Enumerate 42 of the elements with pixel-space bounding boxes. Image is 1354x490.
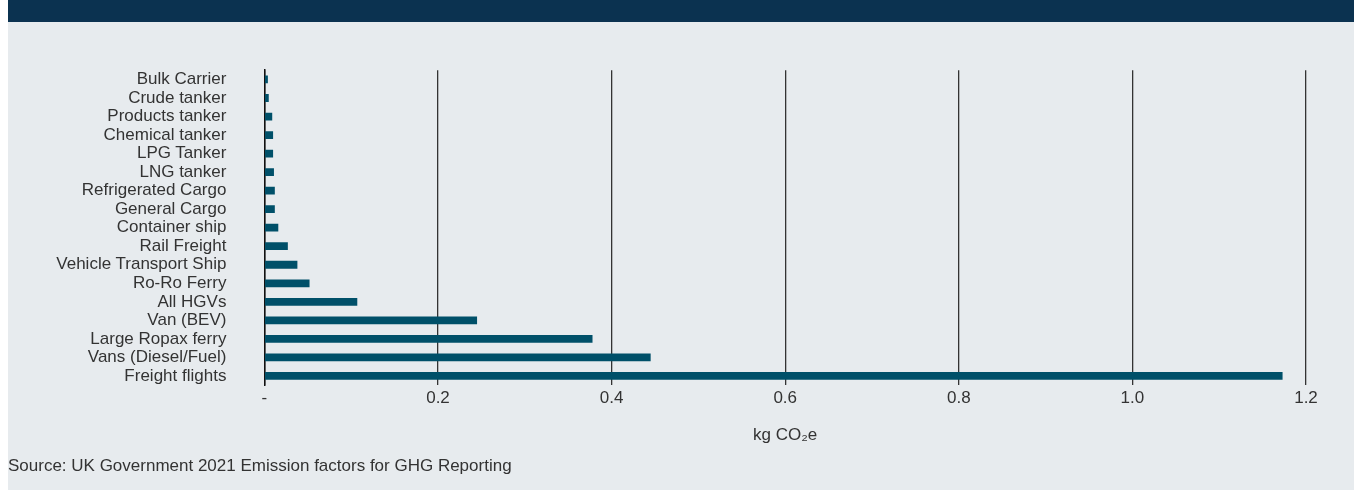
x-tick-label: 0.4 — [599, 388, 624, 408]
y-tick-label: Van (BEV) — [147, 310, 227, 330]
y-tick-label: Refrigerated Cargo — [81, 180, 227, 200]
bar — [265, 279, 310, 288]
bar — [265, 353, 651, 362]
y-tick-label: Large Ropax ferry — [90, 328, 227, 348]
y-tick-label: LPG Tanker — [136, 143, 227, 163]
bar — [265, 94, 269, 102]
bar — [265, 168, 274, 176]
y-tick-label: Freight flights — [124, 365, 227, 385]
bar — [265, 131, 274, 139]
x-axis-title: kg CO₂e — [753, 425, 818, 445]
x-tick-label: 1.0 — [1120, 388, 1145, 408]
bar — [265, 75, 268, 84]
x-tick-label: 1.2 — [1294, 388, 1318, 408]
x-tick-label: - — [261, 388, 268, 408]
bar — [265, 297, 358, 306]
y-tick-label: Vans (Diesel/Fuel) — [87, 347, 227, 367]
y-tick-label: Vehicle Transport Ship — [56, 254, 227, 274]
source-note: Source: UK Government 2021 Emission factors for GHG Reporting — [8, 456, 512, 476]
y-tick-label: Rail Freight — [139, 235, 227, 255]
y-tick-label: All HGVs — [157, 291, 227, 311]
y-tick-label: Ro-Ro Ferry — [132, 272, 227, 292]
y-tick-label: Bulk Carrier — [136, 69, 227, 89]
bar — [265, 372, 1283, 380]
bar — [265, 260, 298, 269]
y-tick-label: Chemical tanker — [103, 124, 227, 144]
y-tick-label: LNG tanker — [139, 161, 227, 181]
y-tick-label: Crude tanker — [128, 87, 227, 107]
bar — [265, 242, 288, 251]
bar — [265, 149, 274, 158]
bar — [265, 334, 593, 343]
bar — [265, 186, 275, 195]
y-tick-label: Container ship — [116, 217, 227, 237]
y-tick-label: Products tanker — [107, 106, 227, 126]
x-tick-label: 0.8 — [946, 388, 971, 408]
y-tick-label: General Cargo — [114, 198, 227, 218]
bar — [265, 316, 478, 325]
bar — [265, 223, 279, 232]
x-tick-label: 0.2 — [426, 388, 450, 408]
x-tick-label: 0.6 — [773, 388, 798, 408]
bar — [265, 205, 275, 214]
